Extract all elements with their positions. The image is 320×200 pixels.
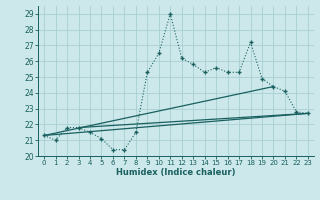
X-axis label: Humidex (Indice chaleur): Humidex (Indice chaleur) [116, 168, 236, 177]
